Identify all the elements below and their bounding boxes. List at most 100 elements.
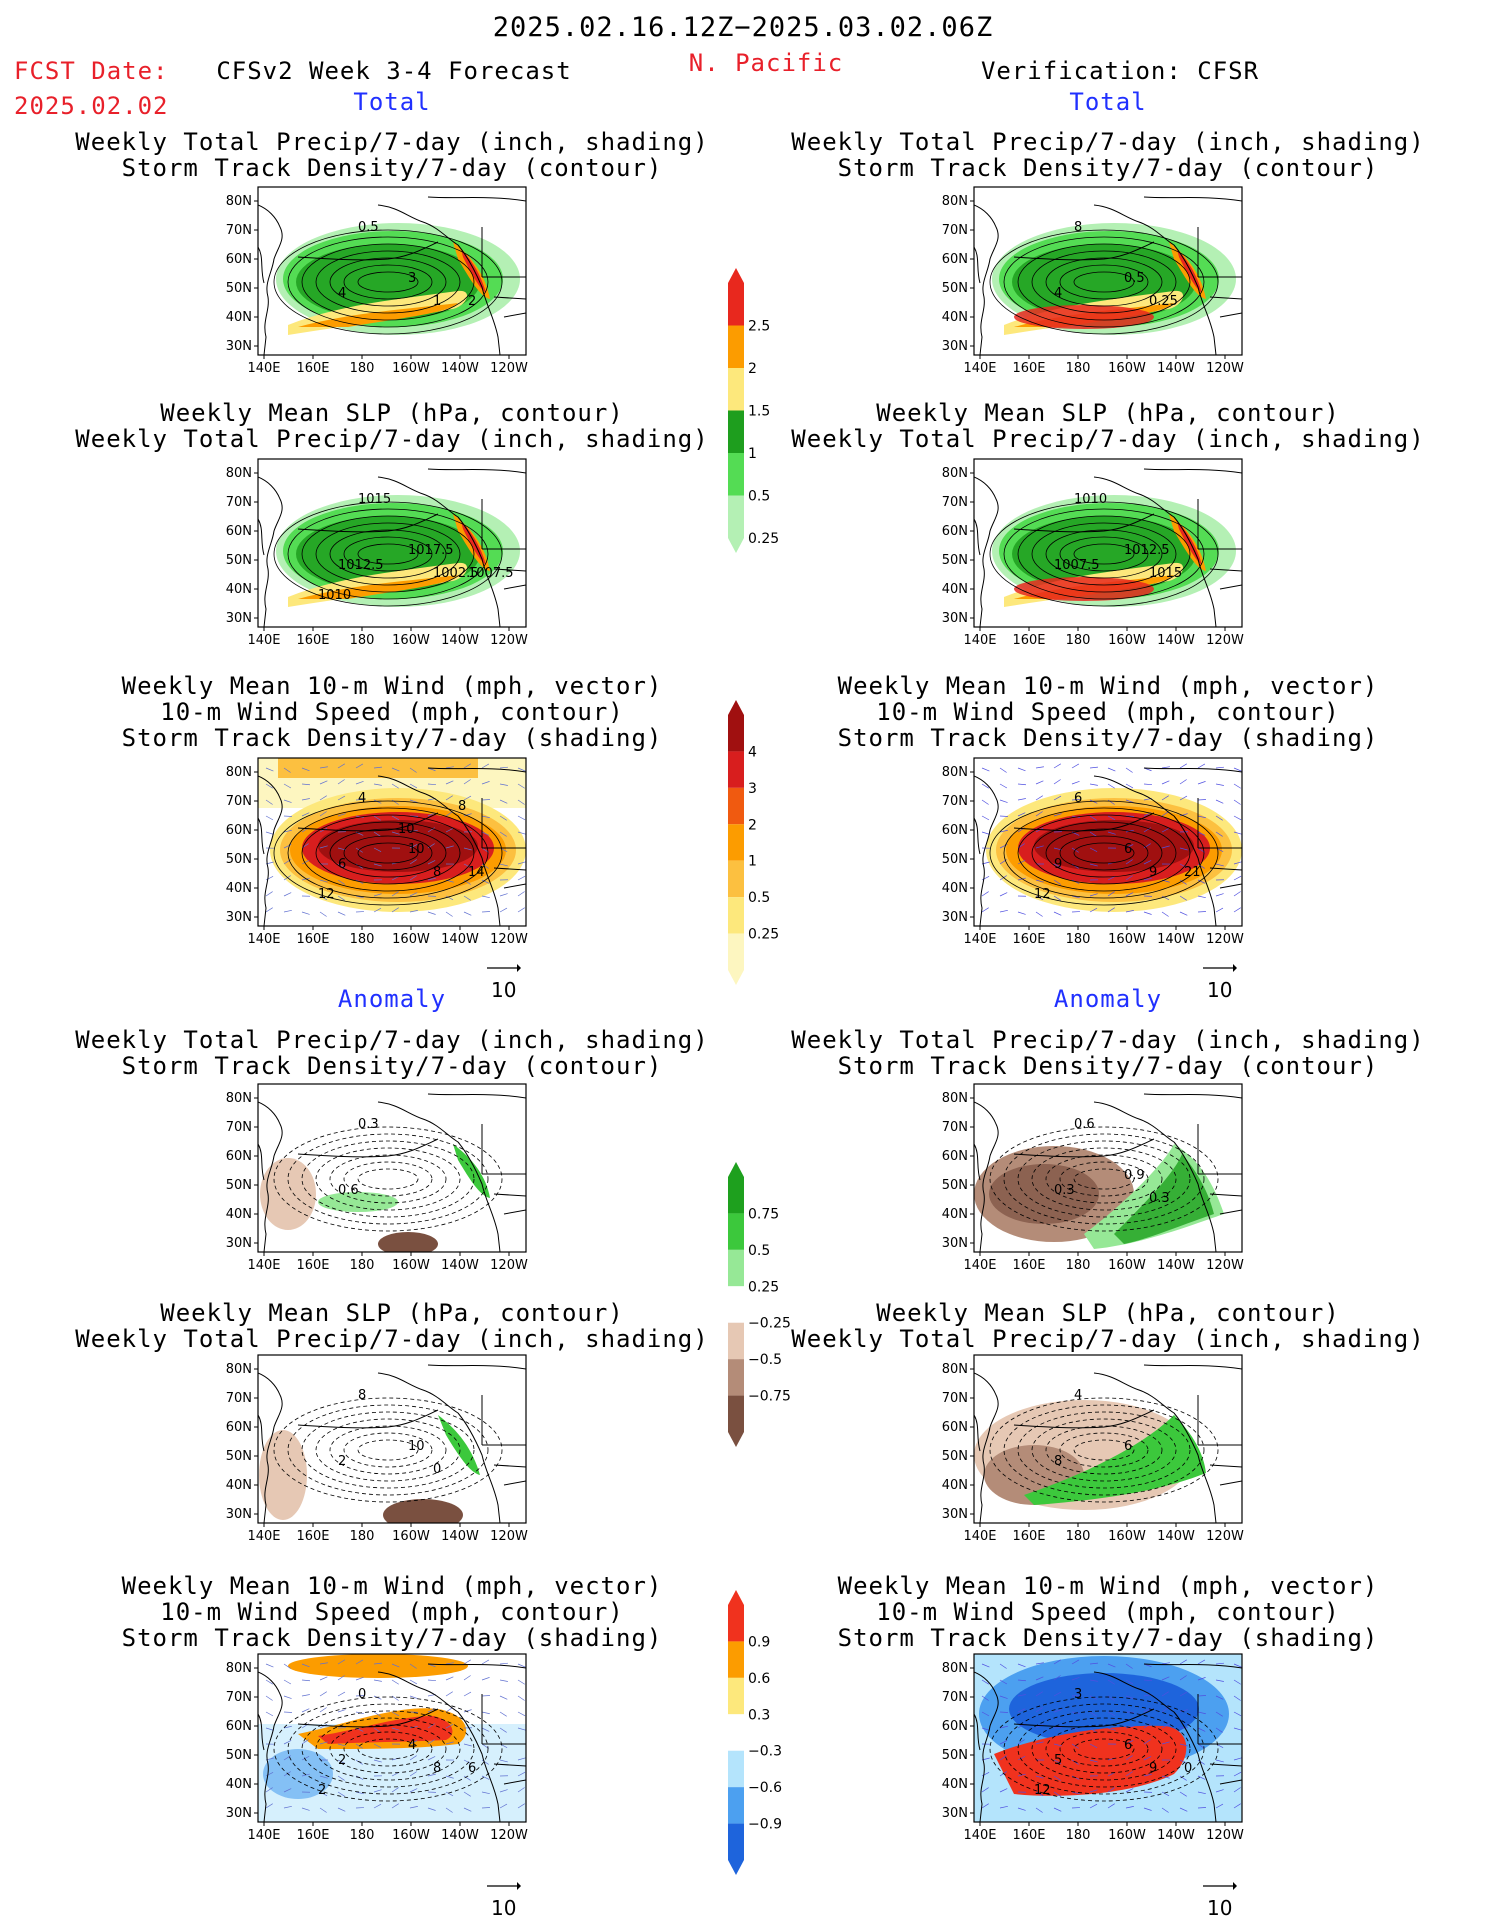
panel-title-line: Weekly Mean SLP (hPa, contour)	[160, 399, 624, 427]
lon-tick-label: 180	[350, 932, 375, 947]
contour-label: 0	[1184, 1761, 1192, 1776]
lon-tick-label: 140W	[441, 932, 479, 947]
lat-tick-label: 80N	[226, 765, 252, 780]
contour-label: 2	[338, 1753, 346, 1768]
panel-title-line: Weekly Mean 10-m Wind (mph, vector)	[837, 1572, 1379, 1600]
lat-tick-label: 70N	[942, 223, 968, 238]
lat-tick-label: 70N	[226, 1391, 252, 1406]
panel-title-line: 10-m Wind Speed (mph, contour)	[876, 698, 1340, 726]
contour-label: 1002.5	[433, 566, 479, 581]
colorbar-label: 3	[748, 781, 757, 797]
lon-tick-label: 140W	[441, 361, 479, 376]
vector-reference: 10	[487, 954, 521, 1002]
lat-tick-label: 70N	[942, 794, 968, 809]
panel-title-line: Storm Track Density/7-day (shading)	[121, 724, 663, 752]
colorbar-anom_track: 0.9 0.6 0.3 −0.3 −0.6 −0.9	[728, 1590, 782, 1875]
section-total-left: Total	[353, 88, 431, 116]
panel-title-line: 10-m Wind Speed (mph, contour)	[160, 1598, 624, 1626]
contour-label: 1010	[318, 588, 351, 603]
map-panel-svg: 8 4 0.5 0.25 80N 70N 60N 50N 40N 30N 140E 160E 180 16…	[942, 186, 1244, 376]
colorbar-total_track: 4 3 2 1 0.5 0.25	[728, 700, 779, 985]
date-range: 2025.02.16.12Z−2025.03.02.06Z	[492, 12, 994, 43]
contour-label: 4	[408, 1738, 416, 1753]
lon-tick-label: 140E	[247, 361, 280, 376]
region-label: N. Pacific	[688, 49, 844, 77]
colorbar-label: 0.5	[748, 1243, 770, 1259]
map-panel: 0 2 4 8 6 2 80N 70N 60N 50N 40N 30N 140E 160E 180 160W 1…	[224, 1648, 536, 1844]
lon-tick-label: 160E	[1012, 1529, 1045, 1544]
lat-tick-label: 30N	[226, 339, 252, 354]
contour-label: 1010	[1074, 492, 1107, 507]
lon-tick-label: 160E	[1012, 932, 1045, 947]
colorbar-label: 0.25	[748, 927, 779, 943]
colorbar-swatch	[728, 1641, 744, 1678]
panel-title-line: Weekly Mean SLP (hPa, contour)	[876, 399, 1340, 427]
lat-tick-label: 40N	[942, 1478, 968, 1493]
lat-tick-label: 70N	[226, 223, 252, 238]
contour-label: 3	[1074, 1687, 1082, 1702]
colorbar-label: −0.25	[748, 1316, 791, 1332]
map-panel-svg: 4 6 10 8 14 12 10 8 80N 70N 60N 50N 40N 30N 140E 160E 18…	[226, 757, 528, 947]
lat-tick-label: 60N	[942, 1420, 968, 1435]
lat-tick-label: 80N	[226, 1091, 252, 1106]
lat-tick-label: 70N	[942, 495, 968, 510]
fcst-date: 2025.02.02	[14, 92, 169, 120]
colorbar-swatch	[728, 824, 744, 861]
vector-reference-arrow	[1203, 1882, 1237, 1890]
map-panel: 4 8 6 80N 70N 60N 50N 40N 30N 140E 160E 180 160W 140W…	[940, 1349, 1252, 1545]
map-panel-svg: 1010 1007.5 1012.5 1015 80N 70N 60N 50N 40N 30N 14…	[942, 458, 1244, 648]
lat-tick-label: 70N	[942, 1391, 968, 1406]
contour-label: 21	[1184, 865, 1201, 880]
contour-label: 1015	[358, 492, 391, 507]
contour-label: 2	[468, 294, 476, 309]
lon-tick-label: 160E	[296, 1258, 329, 1273]
colorbar-swatch	[728, 787, 744, 825]
contour-label: 8	[433, 865, 441, 880]
contour-label: 8	[458, 799, 466, 814]
map-panel: 1010 1007.5 1012.5 1015 80N 70N 60N 50N 40N 30N 14…	[940, 453, 1252, 649]
contour-label: 1007.5	[1054, 558, 1100, 573]
colorbar-label: 0.3	[748, 1707, 770, 1723]
lon-tick-label: 140W	[441, 1529, 479, 1544]
contour-label: 6	[1124, 1439, 1132, 1454]
lon-tick-label: 120W	[490, 1258, 528, 1273]
panel-title-line: Storm Track Density/7-day (contour)	[121, 1052, 663, 1080]
lon-tick-label: 140W	[1157, 1258, 1195, 1273]
contour-label: 10	[398, 822, 415, 837]
contour-label: 12	[1034, 1783, 1051, 1798]
map-panel: 6 9 6 9 21 12 80N 70N 60N 50N 40N 30N 140E 160E 180 160…	[940, 752, 1252, 948]
lon-tick-label: 180	[1066, 1258, 1091, 1273]
panel-title-line: Weekly Total Precip/7-day (inch, shading…	[791, 1026, 1425, 1054]
section-total-right: Total	[1069, 88, 1147, 116]
contour-label: 6	[1074, 791, 1082, 806]
lat-tick-label: 40N	[942, 582, 968, 597]
contour-label: 14	[468, 865, 485, 880]
colorbar-label: −0.9	[748, 1817, 782, 1833]
verification-label: Verification: CFSR	[980, 57, 1260, 85]
lon-tick-label: 160E	[296, 633, 329, 648]
map-panel-svg: 6 9 6 9 21 12 80N 70N 60N 50N 40N 30N 140E 160E 180 160…	[942, 757, 1244, 947]
lat-tick-label: 60N	[942, 524, 968, 539]
lon-tick-label: 140E	[963, 633, 996, 648]
colorbar-top-arrow	[728, 1162, 744, 1177]
contour-label: 6	[468, 1761, 476, 1776]
colorbar-label: 2.5	[748, 319, 770, 335]
vector-reference-arrow	[1203, 964, 1237, 972]
lat-tick-label: 50N	[942, 281, 968, 296]
contour-label: 4	[1054, 286, 1062, 301]
colorbar-label: 2	[748, 361, 757, 377]
colorbar-swatch	[728, 1213, 744, 1250]
map-panel: 8 2 10 0 80N 70N 60N 50N 40N 30N 140E 160E 180 160W 14…	[224, 1349, 536, 1545]
contour-label: 8	[358, 1388, 366, 1403]
lat-tick-label: 30N	[226, 1507, 252, 1522]
lat-tick-label: 80N	[942, 1661, 968, 1676]
vector-reference-value: 10	[1207, 978, 1233, 1002]
lon-tick-label: 180	[350, 633, 375, 648]
colorbar-label: 1.5	[748, 404, 770, 420]
contour-label: 1	[433, 294, 441, 309]
lon-tick-label: 180	[350, 1828, 375, 1843]
map-panel-svg: 0 2 4 8 6 2 80N 70N 60N 50N 40N 30N 140E 160E 180 160W 1…	[226, 1653, 528, 1843]
lon-tick-label: 160W	[392, 1828, 430, 1843]
colorbar-label: 0.25	[748, 1279, 779, 1295]
lat-tick-label: 30N	[226, 1806, 252, 1821]
